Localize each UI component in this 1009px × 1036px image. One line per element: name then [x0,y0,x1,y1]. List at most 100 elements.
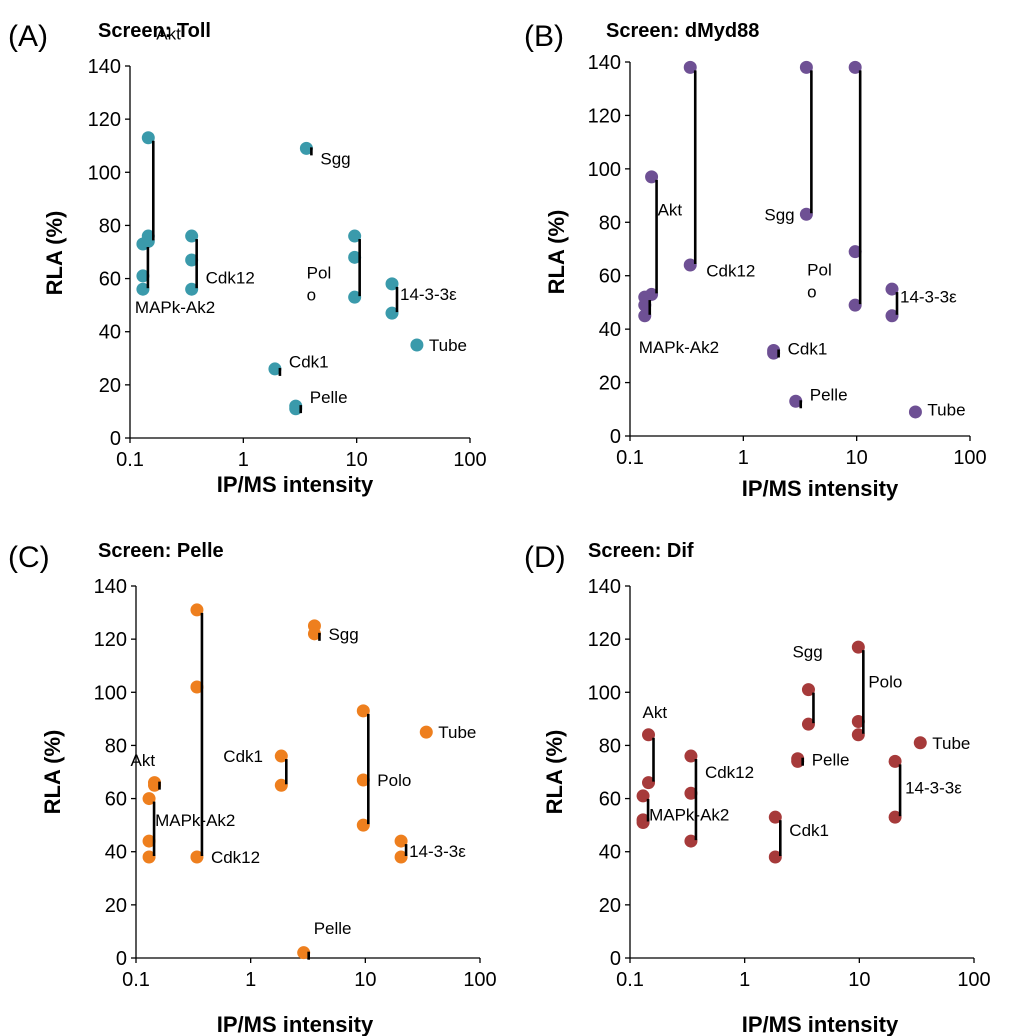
data-point [385,277,399,291]
x-tick-label: 10 [848,969,870,991]
x-axis-title: IP/MS intensity [742,1012,899,1036]
data-point [683,60,697,74]
point-label-cdk1: Cdk1 [223,747,263,766]
chart-panel-d: (D) Screen: Dif 0 20 40 60 80 100 120 140 0.1 1 10 10… [524,540,991,1036]
data-point [885,282,899,296]
y-tick-label: 20 [105,895,127,917]
data-point [645,170,659,184]
point-label-14-3-3: 14-3-3ε [409,842,466,861]
data-point [767,346,781,360]
y-axis-title: RLA (%) [42,211,67,296]
data-point [768,810,782,824]
data-group-akt: Akt [141,24,181,248]
data-point [274,749,288,763]
data-group-tube: Tube [908,400,966,419]
data-group-sgg: Sgg [299,141,351,168]
panel-letter: (B) [524,20,564,53]
panel-letter: (D) [524,541,566,574]
point-label-pelle: Pelle [812,750,850,769]
data-point [148,778,162,792]
data-point [789,394,803,408]
y-tick-label: 80 [99,215,121,237]
y-tick-label: 100 [588,682,621,704]
data-point [636,815,650,829]
data-point [908,405,922,419]
point-label-tube: Tube [429,336,467,355]
point-label-14-3-3: 14-3-3ε [900,287,957,306]
data-point [848,60,862,74]
y-tick-label: 20 [99,375,121,397]
data-group-cdk1: Cdk1 [268,353,329,376]
y-tick-label: 140 [88,56,121,78]
point-label-sgg: Sgg [320,149,350,168]
y-tick-label: 140 [588,52,621,74]
data-point [190,850,204,864]
point-label-mapk-ak2: MAPk-Ak2 [135,298,215,317]
data-group-cdk12: Cdk12 [190,603,260,867]
y-tick-label: 0 [610,426,621,448]
data-point [185,253,199,267]
y-tick-label: 120 [588,629,621,651]
x-tick-label: 100 [953,447,986,469]
y-tick-label: 80 [599,212,621,234]
data-point [356,818,370,832]
point-label-pelle: Pelle [810,386,848,405]
chart-panel-c: (C) Screen: Pelle 0 20 40 60 80 100 120 140 0.1 1 10… [8,540,497,1036]
point-label-akt: Akt [658,201,683,220]
point-label-sgg: Sgg [328,625,358,644]
point-label-cdk1: Cdk1 [289,353,329,372]
data-group-cdk1: Cdk1 [223,747,288,792]
y-tick-label: 120 [88,109,121,131]
data-point [801,717,815,731]
point-label-sgg: Sgg [764,205,794,224]
y-tick-label: 60 [99,269,121,291]
point-label-tube: Tube [438,723,476,742]
x-tick-label: 10 [846,447,868,469]
data-point [684,786,698,800]
point-label-cdk12: Cdk12 [211,848,260,867]
data-point [190,680,204,694]
data-group-mapk-ak2: MAPk-Ak2 [636,789,729,829]
panel-title: Screen: Dif [588,540,694,562]
point-label-sgg: Sgg [792,643,822,662]
data-point [638,309,652,323]
data-group-cdk1: Cdk1 [767,340,827,360]
data-point [274,778,288,792]
x-tick-label: 100 [957,969,990,991]
data-point [851,715,865,729]
y-tick-label: 140 [588,576,621,598]
data-point [851,728,865,742]
data-point [768,850,782,864]
data-point [394,834,408,848]
data-group-akt: Akt [131,751,162,792]
data-point [885,309,899,323]
panel-title: Screen: dMyd88 [606,20,759,42]
data-point [136,237,150,251]
point-label-akt: Akt [156,24,181,43]
data-group-tube: Tube [913,734,970,753]
point-label-cdk1: Cdk1 [789,821,829,840]
data-point [394,850,408,864]
data-group-mapk-ak2: MAPk-Ak2 [142,792,235,864]
chart-panel-b: (B) Screen: dMyd88 0 20 40 60 80 100 120 140 0.1 1 1… [524,20,987,501]
data-point [299,141,313,155]
data-group-pelle: Pelle [789,386,848,409]
y-tick-label: 100 [588,159,621,181]
point-label-polo: Polo [377,771,411,790]
data-point [356,773,370,787]
data-group-cdk12: Cdk12 [185,229,255,296]
data-point [185,282,199,296]
y-tick-label: 120 [94,629,127,651]
y-axis-title: RLA (%) [542,730,567,815]
x-tick-label: 0.1 [116,449,144,471]
x-tick-label: 0.1 [122,969,150,991]
point-label-tube: Tube [927,400,965,419]
data-point [268,362,282,376]
y-tick-label: 20 [599,895,621,917]
data-point [142,792,156,806]
x-axis-title: IP/MS intensity [217,1012,374,1036]
data-point [848,298,862,312]
